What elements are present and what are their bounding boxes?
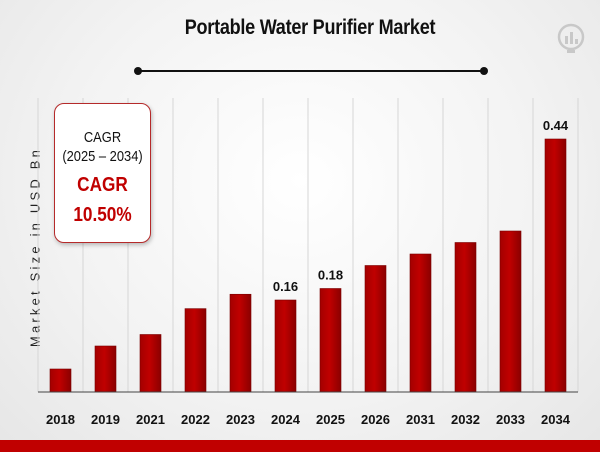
x-tick-label: 2033: [496, 412, 525, 427]
bottom-accent-bar: [0, 440, 600, 452]
data-label: 0.44: [543, 118, 569, 133]
x-tick-label: 2022: [181, 412, 210, 427]
x-tick-label: 2018: [46, 412, 75, 427]
bar-2031: [409, 253, 432, 393]
cagr-period: (2025 – 2034): [62, 148, 143, 165]
bar-2034: [544, 138, 567, 393]
bar-2024: [274, 299, 297, 393]
bar-2019: [94, 345, 117, 393]
x-tick-label: 2026: [361, 412, 390, 427]
bar-2033: [499, 230, 522, 393]
cagr-callout: CAGR (2025 – 2034) CAGR 10.50%: [54, 103, 151, 243]
cagr-large-label: CAGR: [77, 174, 128, 196]
x-tick-label: 2024: [271, 412, 301, 427]
x-tick-label: 2034: [541, 412, 571, 427]
x-tick-label: 2032: [451, 412, 480, 427]
cagr-small-label: CAGR: [83, 129, 122, 146]
cagr-heading: CAGR (2025 – 2034): [62, 128, 144, 166]
x-tick-label: 2019: [91, 412, 120, 427]
title-underline: [134, 67, 488, 75]
cagr-value: 10.50%: [73, 204, 132, 226]
bar-2022: [184, 308, 207, 393]
bar-2026: [364, 265, 387, 393]
bar-2018: [49, 368, 72, 393]
x-tick-label: 2021: [136, 412, 165, 427]
bar-2021: [139, 334, 162, 393]
data-label: 0.16: [273, 279, 298, 294]
chart-title: Portable Water Purifier Market: [184, 16, 436, 39]
logo-icon: [557, 23, 585, 53]
x-tick-label: 2023: [226, 412, 255, 427]
bar-2025: [319, 288, 342, 393]
data-label: 0.18: [318, 268, 343, 283]
x-tick-label: 2025: [316, 412, 345, 427]
x-tick-label: 2031: [406, 412, 435, 427]
bar-2032: [454, 242, 477, 393]
bar-2023: [229, 293, 252, 393]
